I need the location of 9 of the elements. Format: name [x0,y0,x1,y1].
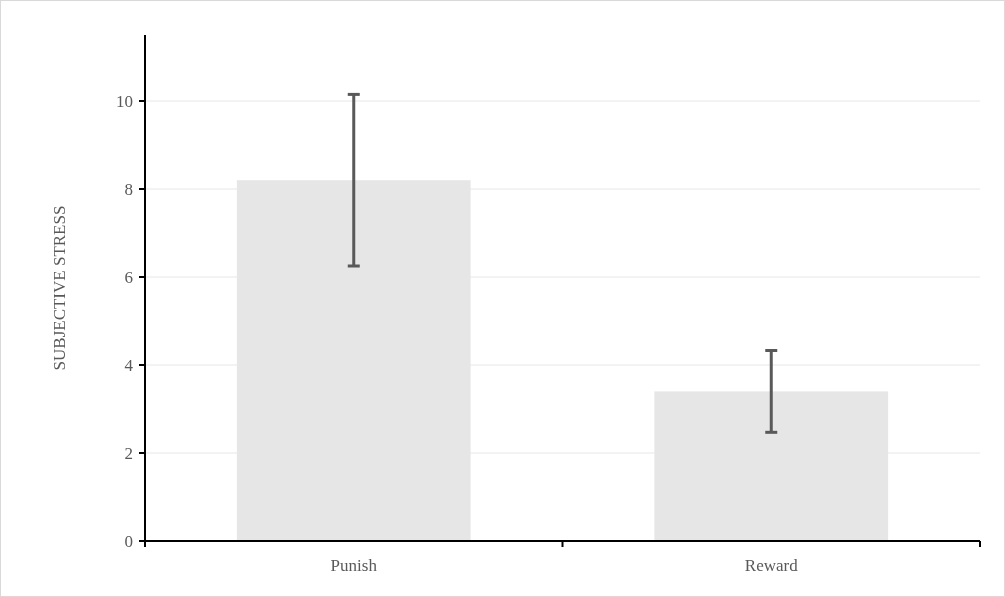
y-axis-title: SUBJECTIVE STRESS [50,205,69,371]
y-tick-label: 10 [116,91,133,111]
y-tick-label: 0 [124,531,133,551]
x-tick-label: Reward [744,556,799,575]
y-tick-label: 2 [124,443,133,463]
y-tick-label: 6 [124,267,133,287]
x-tick-label: Punish [330,556,378,575]
y-tick-label: 4 [124,355,134,375]
y-tick-label: 8 [124,179,133,199]
